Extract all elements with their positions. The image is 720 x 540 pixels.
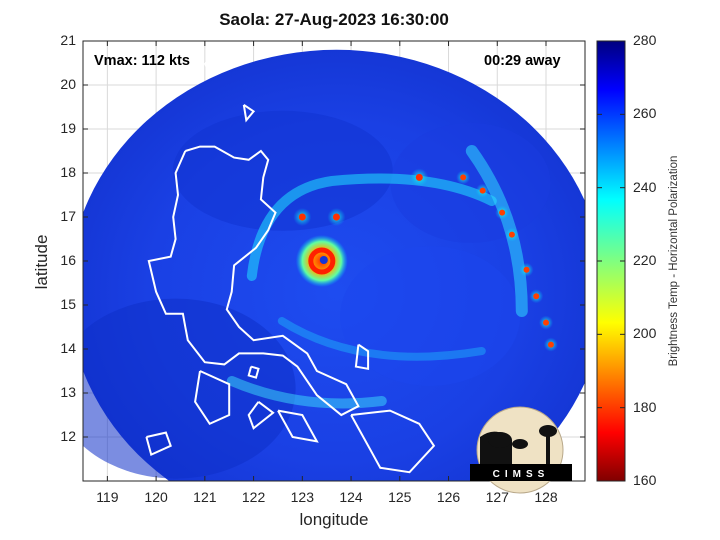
y-tick-label: 20 <box>60 76 76 92</box>
colorbar-tick-label: 160 <box>633 472 657 488</box>
coastline-masbate <box>277 409 319 443</box>
y-tick-label: 19 <box>60 120 76 136</box>
colorbar-tick-label: 220 <box>633 252 657 268</box>
coastline-samar <box>350 409 436 474</box>
colorbar-tick-label: 200 <box>633 325 657 342</box>
convective-core <box>508 231 515 238</box>
x-axis-label: longitude <box>299 510 369 529</box>
coastline <box>145 62 436 474</box>
time-away-label: 00:29 away <box>484 53 561 69</box>
x-tick-label: 124 <box>339 489 363 505</box>
y-axis-label: latitude <box>32 234 51 290</box>
coastline-tablas <box>247 401 275 430</box>
convective-core <box>460 174 467 181</box>
rain-band <box>465 145 528 317</box>
y-tick-label: 12 <box>60 428 76 444</box>
convective-core <box>533 293 540 300</box>
x-tick-label: 119 <box>96 489 119 505</box>
x-tick-label: 123 <box>290 489 314 505</box>
convective-core <box>479 187 486 194</box>
rain-band <box>246 173 497 281</box>
convective-core <box>543 319 550 326</box>
coastline-mindoro <box>194 370 231 426</box>
storm-eye <box>319 256 328 264</box>
coastline-catanduanes <box>354 343 370 370</box>
y-tick-label: 21 <box>60 32 76 48</box>
colorbar-label: Brightness Temp - Horizontal Polarizatio… <box>668 155 680 367</box>
x-tick-label: 128 <box>534 489 558 505</box>
coastline-batanes <box>203 62 214 77</box>
convective-core <box>332 213 340 221</box>
y-tick-label: 18 <box>60 164 76 180</box>
rain-band <box>277 317 486 361</box>
convective-core <box>547 341 554 348</box>
cloud-patch <box>172 110 393 231</box>
y-tick-label: 13 <box>60 384 76 400</box>
convective-core <box>298 213 306 221</box>
y-tick-label: 17 <box>60 208 76 224</box>
colorbar-tick-label: 280 <box>633 32 657 48</box>
x-tick-label: 120 <box>144 489 168 505</box>
cloud-patch <box>83 298 296 479</box>
colorbar-tick-label: 240 <box>633 178 657 195</box>
x-tick-label: 127 <box>485 489 509 505</box>
convective-core <box>499 209 506 216</box>
coastline-marinduque <box>247 365 260 379</box>
vmax-label: Vmax: 112 kts <box>94 53 190 69</box>
convective-core <box>415 173 423 181</box>
rain-band <box>226 376 387 409</box>
colorbar-tick-label: 260 <box>633 105 657 122</box>
x-tick-label: 125 <box>388 489 412 505</box>
x-tick-label: 122 <box>241 489 266 505</box>
cimss-logo: CIMSS <box>470 406 572 494</box>
cloud-patch <box>340 246 521 386</box>
convective-core <box>523 266 530 273</box>
y-tick-label: 14 <box>60 340 76 356</box>
coastline-luzon <box>147 145 360 417</box>
eyewall-ring <box>308 247 336 275</box>
coastline-palawan-north <box>145 431 172 456</box>
x-tick-label: 126 <box>436 489 461 505</box>
cimss-logo-text: CIMSS <box>493 469 550 480</box>
y-tick-label: 16 <box>60 252 76 268</box>
colorbar-tick-label: 180 <box>633 398 657 415</box>
chart-title: Saola: 27-Aug-2023 16:30:00 <box>219 10 449 29</box>
x-tick-label: 121 <box>193 489 217 505</box>
y-tick-label: 15 <box>60 296 76 312</box>
coastline-babuyan <box>242 103 256 123</box>
